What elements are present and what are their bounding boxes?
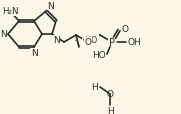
Text: H: H (91, 83, 98, 92)
Text: H₂N: H₂N (2, 7, 18, 16)
Text: H: H (107, 106, 113, 114)
Circle shape (108, 39, 116, 47)
Text: N: N (31, 49, 37, 57)
Text: P: P (109, 38, 115, 48)
Text: N: N (47, 2, 54, 11)
Text: N: N (0, 30, 7, 39)
Text: N: N (53, 36, 60, 45)
Text: •HO: •HO (82, 36, 98, 45)
Text: O: O (121, 25, 128, 34)
Text: O: O (106, 90, 113, 99)
Text: OH: OH (127, 38, 141, 47)
Text: O: O (85, 38, 92, 47)
Text: HO: HO (92, 51, 106, 60)
